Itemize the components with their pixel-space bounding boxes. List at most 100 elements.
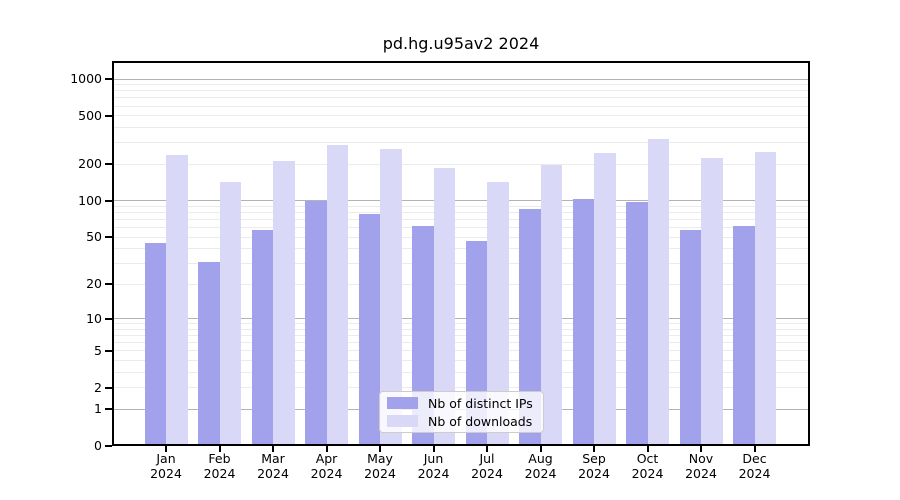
gridline-major-1000 xyxy=(112,78,810,80)
bar-distinct-ips-apr xyxy=(305,200,327,446)
gridline-minor-50 xyxy=(112,236,810,238)
y-tick-label-10: 10 xyxy=(86,310,102,326)
x-tick-label-sep: Sep 2024 xyxy=(578,451,610,481)
bar-downloads-jun xyxy=(433,168,455,446)
y-tick-50 xyxy=(105,236,112,239)
x-tick-apr xyxy=(325,446,328,452)
gridline-minor-60 xyxy=(112,227,810,229)
bar-downloads-apr xyxy=(326,144,348,446)
bar-downloads-dec xyxy=(754,152,776,446)
bar-distinct-ips-nov xyxy=(679,230,701,446)
y-tick-label-1: 1 xyxy=(94,401,102,417)
y-tick-label-50: 50 xyxy=(86,229,102,245)
gridline-minor-800 xyxy=(112,90,810,92)
y-tick-200 xyxy=(105,163,112,166)
bar-distinct-ips-dec xyxy=(733,225,755,446)
y-tick-1 xyxy=(105,408,112,411)
legend-swatch-downloads xyxy=(387,415,418,427)
gridline-minor-80 xyxy=(112,212,810,214)
gridline-minor-20 xyxy=(112,283,810,285)
chart-title: pd.hg.u95av2 2024 xyxy=(382,34,540,53)
legend-item-distinct-ips: Nb of distinct IPs xyxy=(387,396,536,411)
x-tick-sep xyxy=(593,446,595,452)
y-tick-label-1000: 1000 xyxy=(70,71,102,86)
y-tick-1000 xyxy=(105,78,112,80)
bar-downloads-jul xyxy=(487,181,509,446)
y-tick-label-0: 0 xyxy=(94,438,102,453)
bar-downloads-nov xyxy=(701,158,723,446)
bar-distinct-ips-sep xyxy=(572,199,594,446)
x-tick-feb xyxy=(218,446,221,452)
y-tick-label-2: 2 xyxy=(94,379,102,395)
gridline-minor-300 xyxy=(112,142,810,144)
x-tick-aug xyxy=(539,446,542,452)
x-tick-label-oct: Oct 2024 xyxy=(631,451,664,481)
bar-distinct-ips-jun xyxy=(412,225,434,446)
gridline-major-10 xyxy=(112,318,810,320)
y-tick-100 xyxy=(105,199,112,202)
gridline-minor-70 xyxy=(112,219,810,221)
x-tick-oct xyxy=(646,446,649,452)
y-tick-label-100: 100 xyxy=(78,192,102,208)
x-tick-label-aug: Aug 2024 xyxy=(524,451,557,481)
gridline-minor-8 xyxy=(112,328,810,330)
bar-downloads-may xyxy=(380,149,402,446)
x-tick-label-jan: Jan 2024 xyxy=(150,451,182,481)
x-tick-label-apr: Apr 2024 xyxy=(310,451,343,481)
gridline-minor-600 xyxy=(112,105,810,107)
chart-legend: Nb of distinct IPs Nb of downloads xyxy=(379,391,544,433)
gridline-major-100 xyxy=(112,200,810,202)
gridline-minor-500 xyxy=(112,115,810,117)
bar-downloads-aug xyxy=(540,164,562,446)
y-tick-10 xyxy=(105,317,112,320)
gridline-minor-90 xyxy=(112,205,810,207)
gridline-minor-2 xyxy=(112,387,810,389)
gridline-minor-6 xyxy=(112,342,810,344)
y-tick-label-500: 500 xyxy=(78,107,102,123)
gridline-minor-400 xyxy=(112,127,810,129)
gridline-minor-4 xyxy=(112,360,810,361)
x-tick-jul xyxy=(486,446,488,452)
y-tick-label-200: 200 xyxy=(78,156,102,172)
y-tick-20 xyxy=(105,283,112,286)
legend-item-downloads: Nb of downloads xyxy=(387,414,536,429)
y-tick-label-20: 20 xyxy=(86,276,102,292)
gridline-minor-900 xyxy=(112,84,810,86)
x-tick-label-nov: Nov 2024 xyxy=(685,451,717,481)
x-tick-label-may: May 2024 xyxy=(364,451,396,481)
gridline-minor-30 xyxy=(112,263,810,265)
x-tick-mar xyxy=(272,446,274,452)
bar-distinct-ips-mar xyxy=(251,230,273,446)
x-tick-label-jun: Jun 2024 xyxy=(417,451,450,481)
gridline-minor-40 xyxy=(112,248,810,250)
y-tick-label-5: 5 xyxy=(94,342,102,358)
y-tick-5 xyxy=(105,349,112,352)
bar-distinct-ips-feb xyxy=(198,261,220,446)
x-tick-nov xyxy=(700,446,702,452)
gridline-minor-200 xyxy=(112,163,810,165)
bar-downloads-oct xyxy=(647,139,669,446)
plot-area xyxy=(112,61,810,446)
y-tick-500 xyxy=(105,114,112,117)
x-tick-dec xyxy=(753,446,756,452)
gridline-minor-7 xyxy=(112,335,810,337)
bar-downloads-sep xyxy=(594,153,616,446)
legend-label-distinct-ips: Nb of distinct IPs xyxy=(428,395,533,411)
bar-distinct-ips-may xyxy=(358,213,380,446)
y-tick-2 xyxy=(105,386,112,389)
bar-downloads-mar xyxy=(273,160,295,446)
bar-distinct-ips-jan xyxy=(144,242,166,446)
gridline-minor-9 xyxy=(112,323,810,325)
gridline-minor-3 xyxy=(112,371,810,373)
bar-distinct-ips-oct xyxy=(626,202,648,446)
x-tick-jan xyxy=(165,446,167,452)
x-tick-label-jul: Jul 2024 xyxy=(471,451,503,481)
legend-label-downloads: Nb of downloads xyxy=(428,413,533,429)
bar-distinct-ips-aug xyxy=(519,209,541,446)
legend-swatch-distinct-ips xyxy=(387,397,418,409)
y-tick-0 xyxy=(105,445,112,447)
x-tick-label-mar: Mar 2024 xyxy=(257,451,289,481)
x-tick-may xyxy=(379,446,381,452)
gridline-minor-700 xyxy=(112,97,810,99)
